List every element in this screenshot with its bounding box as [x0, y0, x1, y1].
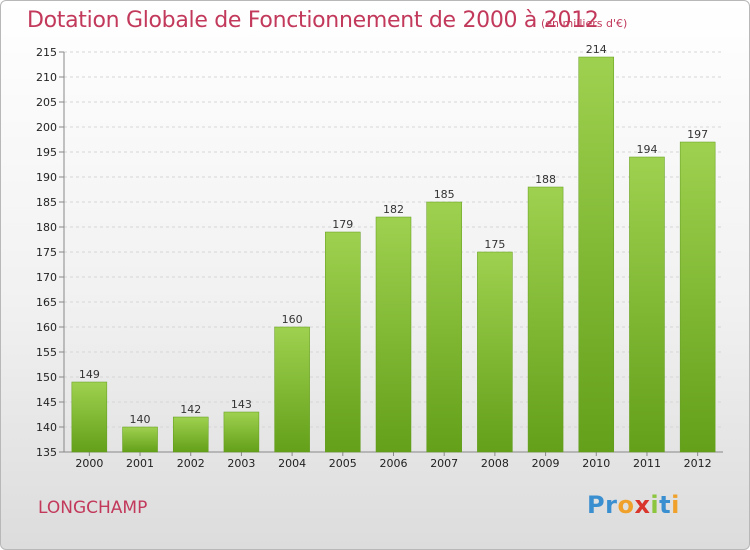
- x-tick-label-2002: 2002: [177, 457, 205, 470]
- bar-2011: [629, 156, 665, 453]
- y-tick-label: 200: [36, 121, 57, 134]
- y-tick-label: 140: [36, 421, 57, 434]
- bar-2005: [325, 231, 361, 453]
- chart-title: Dotation Globale de Fonctionnement de 20…: [27, 8, 599, 33]
- bar-2007: [426, 201, 462, 453]
- bar-2001: [122, 426, 158, 453]
- y-tick-label: 190: [36, 171, 57, 184]
- logo-letter: i: [671, 491, 680, 519]
- y-tick-label: 160: [36, 321, 57, 334]
- x-tick-label-2010: 2010: [582, 457, 610, 470]
- data-label-2011: 194: [636, 143, 657, 156]
- data-label-2001: 140: [130, 413, 151, 426]
- y-tick-label: 210: [36, 71, 57, 84]
- x-tick-label-2001: 2001: [126, 457, 154, 470]
- x-tick-label-2007: 2007: [430, 457, 458, 470]
- x-tick-label-2006: 2006: [380, 457, 408, 470]
- bar-2004: [274, 326, 310, 453]
- y-tick-label: 150: [36, 371, 57, 384]
- data-label-2003: 143: [231, 398, 252, 411]
- data-label-2012: 197: [687, 128, 708, 141]
- logo-letter: P: [587, 491, 606, 519]
- bar-2006: [375, 216, 412, 453]
- y-tick-label: 175: [36, 246, 57, 259]
- data-label-2010: 214: [586, 43, 607, 56]
- data-label-2008: 175: [484, 238, 505, 251]
- x-tick-label-2012: 2012: [684, 457, 712, 470]
- y-tick-label: 170: [36, 271, 57, 284]
- y-tick-label: 195: [36, 146, 57, 159]
- proxiti-logo: Proxiti: [587, 491, 680, 519]
- x-tick-label-2008: 2008: [481, 457, 509, 470]
- x-tick-label-2005: 2005: [329, 457, 357, 470]
- data-label-2002: 142: [180, 403, 201, 416]
- data-label-2007: 185: [434, 188, 455, 201]
- logo-letter: i: [650, 491, 660, 519]
- bar-2002: [172, 416, 209, 453]
- y-tick-label: 145: [36, 396, 57, 409]
- y-tick-label: 180: [36, 221, 57, 234]
- logo-letter: t: [659, 491, 672, 519]
- y-tick-label: 185: [36, 196, 57, 209]
- bar-2008: [477, 251, 513, 453]
- logo-letter: r: [605, 491, 618, 519]
- bar-2012: [679, 141, 716, 453]
- data-label-2004: 160: [282, 313, 303, 326]
- y-tick-label: 155: [36, 346, 57, 359]
- labels: 135 140 145 150 155 160 165 170 175 180 185 190 195 2…: [36, 43, 712, 470]
- data-label-2009: 188: [535, 173, 556, 186]
- bar-2003: [223, 411, 260, 453]
- x-tick-label-2004: 2004: [278, 457, 306, 470]
- x-tick-label-2003: 2003: [227, 457, 255, 470]
- y-tick-label: 215: [36, 46, 57, 59]
- y-tick-label: 135: [36, 446, 57, 459]
- chart-subtitle: (en milliers d'€): [541, 17, 628, 30]
- x-tick-label-2009: 2009: [532, 457, 560, 470]
- bar-2000: [71, 381, 108, 453]
- bar-2010: [578, 56, 615, 453]
- data-label-2006: 182: [383, 203, 404, 216]
- bars: [71, 56, 716, 453]
- x-tick-label-2011: 2011: [633, 457, 661, 470]
- data-label-2005: 179: [332, 218, 353, 231]
- bar-2009: [527, 186, 564, 453]
- y-tick-label: 205: [36, 96, 57, 109]
- logo-letter: x: [634, 491, 651, 519]
- y-tick-label: 165: [36, 296, 57, 309]
- commune-name: LONGCHAMP: [38, 498, 148, 518]
- x-tick-label-2000: 2000: [75, 457, 103, 470]
- data-label-2000: 149: [79, 368, 100, 381]
- logo-letter: o: [617, 491, 635, 519]
